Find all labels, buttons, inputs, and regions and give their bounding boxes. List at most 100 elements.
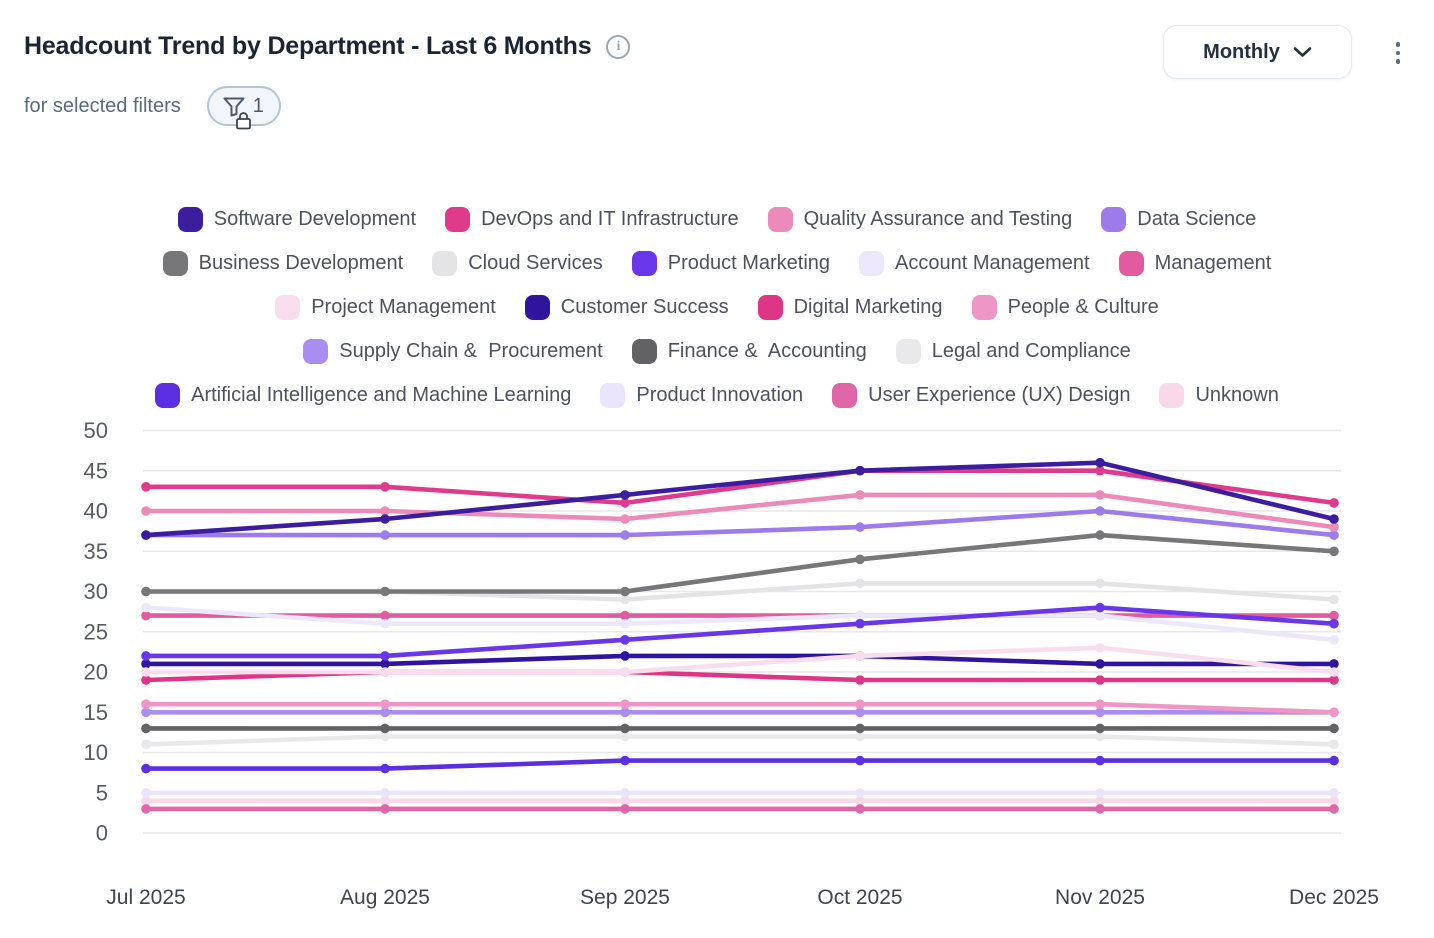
data-point-customer-success: [1329, 659, 1339, 669]
filter-badge[interactable]: 1: [206, 86, 281, 130]
legend-label: Unknown: [1195, 384, 1279, 406]
data-point-account-management: [1095, 610, 1105, 621]
data-point-digital-marketing: [1329, 675, 1339, 685]
subtitle-row: for selected filters 1: [24, 86, 281, 130]
y-tick-label: 25: [84, 619, 108, 644]
data-point-software-development: [141, 530, 151, 540]
data-point-people-culture: [1329, 707, 1339, 718]
legend-label: User Experience (UX) Design: [868, 384, 1131, 406]
legend-row: Supply Chain & Procurement Finance & Acco…: [0, 335, 1434, 368]
series-line-legal-and-compliance: [143, 734, 1337, 747]
data-point-customer-success: [620, 651, 630, 661]
data-point-software-development: [1095, 457, 1105, 468]
legend-item-finance-accounting[interactable]: Finance & Accounting: [631, 339, 867, 364]
data-point-artificial-intelligence-and-machine-learning: [620, 755, 630, 766]
data-point-devops-and-it-infrastructure: [380, 482, 390, 492]
y-tick-label: 50: [84, 418, 108, 443]
data-point-unknown: [380, 796, 390, 806]
data-point-business-development: [141, 586, 151, 597]
data-point-artificial-intelligence-and-machine-learning: [1329, 755, 1339, 766]
legend-color-chip: [971, 295, 997, 320]
series-line-devops-and-it-infrastructure: [143, 468, 1337, 506]
data-point-unknown: [1095, 796, 1105, 806]
data-point-project-management: [141, 667, 151, 677]
data-point-customer-success: [380, 659, 390, 669]
legend-label: Quality Assurance and Testing: [803, 208, 1073, 230]
data-point-account-management: [141, 602, 151, 613]
legend-item-digital-marketing[interactable]: Digital Marketing: [757, 295, 943, 320]
legend-label: Management: [1154, 252, 1272, 274]
data-point-account-management: [620, 618, 630, 629]
legend-color-chip: [859, 251, 885, 276]
legend-item-quality-assurance-and-testing[interactable]: Quality Assurance and Testing: [767, 207, 1073, 232]
lock-icon: [235, 111, 252, 135]
legend-item-user-experience-ux-design[interactable]: User Experience (UX) Design: [832, 383, 1130, 408]
legend-row: Artificial Intelligence and Machine Lear…: [0, 379, 1434, 412]
period-dropdown[interactable]: Monthly: [1163, 25, 1352, 79]
data-point-project-management: [1095, 643, 1105, 653]
data-point-account-management: [855, 610, 865, 621]
legend-item-project-management[interactable]: Project Management: [275, 295, 496, 320]
x-tick-label: Jul 2025: [106, 886, 185, 909]
data-point-user-experience-ux-design: [1329, 804, 1339, 814]
legend-label: Legal and Compliance: [931, 340, 1131, 362]
info-icon[interactable]: i: [606, 34, 631, 59]
legend-label: Account Management: [895, 252, 1090, 274]
legend-item-software-development[interactable]: Software Development: [177, 207, 416, 232]
data-point-finance-accounting: [855, 723, 865, 734]
x-tick-label: Sep 2025: [580, 886, 670, 909]
y-tick-label: 30: [84, 579, 108, 604]
chart-legend: Software Development DevOps and IT Infras…: [0, 203, 1434, 412]
data-point-quality-assurance-and-testing: [620, 514, 630, 524]
legend-item-data-science[interactable]: Data Science: [1101, 207, 1256, 232]
series-line-software-development: [143, 460, 1337, 538]
legend-item-supply-chain-procurement[interactable]: Supply Chain & Procurement: [303, 339, 603, 364]
legend-item-product-innovation[interactable]: Product Innovation: [600, 383, 803, 408]
data-point-customer-success: [141, 659, 151, 669]
x-tick-label: Nov 2025: [1055, 886, 1145, 909]
data-point-customer-success: [1095, 659, 1105, 669]
legend-label: Supply Chain & Procurement: [339, 340, 603, 362]
legend-item-artificial-intelligence-and-machine-learning[interactable]: Artificial Intelligence and Machine Lear…: [155, 383, 571, 408]
series-line-account-management: [143, 605, 1337, 643]
filter-count: 1: [252, 94, 264, 117]
data-point-software-development: [855, 465, 865, 476]
kebab-dot: [1395, 42, 1401, 47]
header: Headcount Trend by Department - Last 6 M…: [24, 32, 631, 61]
legend-item-business-development[interactable]: Business Development: [162, 251, 403, 276]
data-point-management: [1329, 610, 1339, 621]
legend-item-unknown[interactable]: Unknown: [1159, 383, 1279, 408]
legend-item-legal-and-compliance[interactable]: Legal and Compliance: [895, 339, 1131, 364]
legend-color-chip: [1101, 207, 1127, 232]
y-tick-label: 0: [96, 821, 108, 846]
legend-item-product-marketing[interactable]: Product Marketing: [631, 251, 830, 276]
data-point-legal-and-compliance: [1329, 739, 1339, 750]
legend-item-account-management[interactable]: Account Management: [859, 251, 1090, 276]
legend-item-cloud-services[interactable]: Cloud Services: [432, 251, 603, 276]
data-point-quality-assurance-and-testing: [855, 490, 865, 500]
data-point-finance-accounting: [620, 723, 630, 734]
data-point-legal-and-compliance: [1095, 731, 1105, 742]
data-point-software-development: [620, 490, 630, 500]
series-line-artificial-intelligence-and-machine-learning: [143, 758, 1337, 771]
data-point-product-marketing: [855, 618, 865, 629]
data-point-account-management: [380, 618, 390, 629]
kebab-menu[interactable]: [1388, 38, 1408, 68]
data-point-supply-chain-procurement: [141, 707, 151, 718]
legend-item-devops-and-it-infrastructure[interactable]: DevOps and IT Infrastructure: [445, 207, 739, 232]
data-point-supply-chain-procurement: [380, 707, 390, 718]
legend-color-chip: [445, 207, 471, 232]
legend-item-people-culture[interactable]: People & Culture: [971, 295, 1159, 320]
data-point-people-culture: [620, 699, 630, 709]
legend-row: Business Development Cloud Services Produc…: [0, 247, 1434, 280]
data-point-quality-assurance-and-testing: [380, 506, 390, 516]
data-point-software-development: [380, 514, 390, 524]
data-point-people-culture: [1095, 699, 1105, 709]
data-point-finance-accounting: [1329, 723, 1339, 734]
legend-item-management[interactable]: Management: [1118, 251, 1272, 276]
data-point-people-culture: [380, 699, 390, 709]
legend-label: Artificial Intelligence and Machine Lear…: [191, 384, 572, 406]
legend-item-customer-success[interactable]: Customer Success: [524, 295, 729, 320]
legend-color-chip: [895, 339, 921, 364]
